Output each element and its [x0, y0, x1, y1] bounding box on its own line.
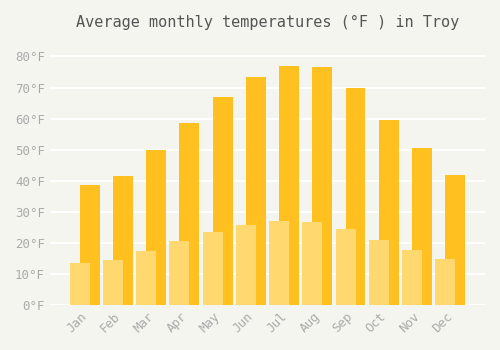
Bar — [146, 150, 166, 305]
Bar — [136, 251, 156, 305]
Bar — [369, 240, 389, 305]
Bar — [312, 67, 332, 305]
Bar — [212, 97, 233, 305]
Title: Average monthly temperatures (°F ) in Troy: Average monthly temperatures (°F ) in Tr… — [76, 15, 459, 30]
Bar — [302, 222, 322, 305]
Bar — [436, 259, 455, 305]
Bar — [180, 123, 200, 305]
Bar — [113, 176, 133, 305]
Bar — [170, 241, 190, 305]
Bar — [412, 148, 432, 305]
Bar — [70, 263, 89, 305]
Bar — [269, 221, 289, 305]
Bar — [402, 250, 422, 305]
Bar — [236, 225, 256, 305]
Bar — [336, 229, 355, 305]
Bar — [279, 66, 299, 305]
Bar — [246, 77, 266, 305]
Bar — [446, 175, 465, 305]
Bar — [80, 186, 100, 305]
Bar — [346, 88, 366, 305]
Bar — [103, 260, 123, 305]
Bar — [202, 232, 222, 305]
Bar — [379, 120, 398, 305]
